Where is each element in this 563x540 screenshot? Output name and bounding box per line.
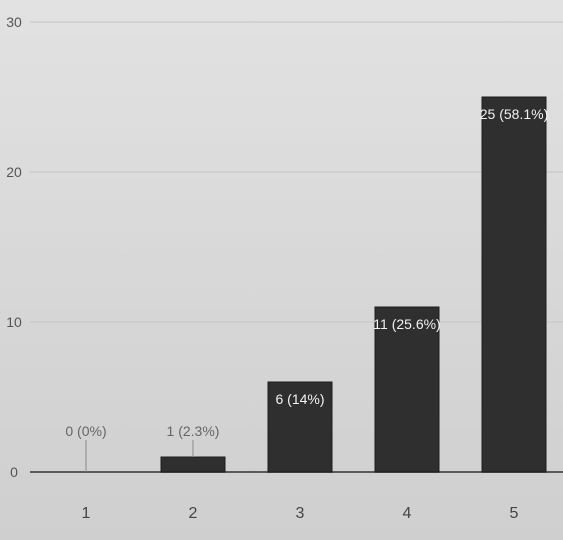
bar bbox=[160, 456, 226, 473]
data-label: 6 (14%) bbox=[275, 391, 324, 407]
x-tick-label: 4 bbox=[403, 505, 412, 522]
data-label: 11 (25.6%) bbox=[373, 316, 440, 332]
data-label: 1 (2.3%) bbox=[167, 423, 220, 439]
x-tick-label: 1 bbox=[82, 505, 91, 522]
y-tick-label: 20 bbox=[6, 164, 22, 180]
data-label: 25 (58.1%) bbox=[480, 106, 548, 122]
y-tick-label: 0 bbox=[10, 464, 18, 480]
y-tick-label: 10 bbox=[6, 314, 22, 330]
bar bbox=[267, 381, 333, 473]
bar bbox=[374, 306, 440, 473]
x-tick-label: 3 bbox=[296, 505, 305, 522]
data-label: 0 (0%) bbox=[65, 423, 106, 439]
x-tick-label: 2 bbox=[189, 505, 198, 522]
y-tick-label: 30 bbox=[6, 14, 22, 30]
x-tick-label: 5 bbox=[510, 505, 519, 522]
bar bbox=[481, 96, 547, 473]
